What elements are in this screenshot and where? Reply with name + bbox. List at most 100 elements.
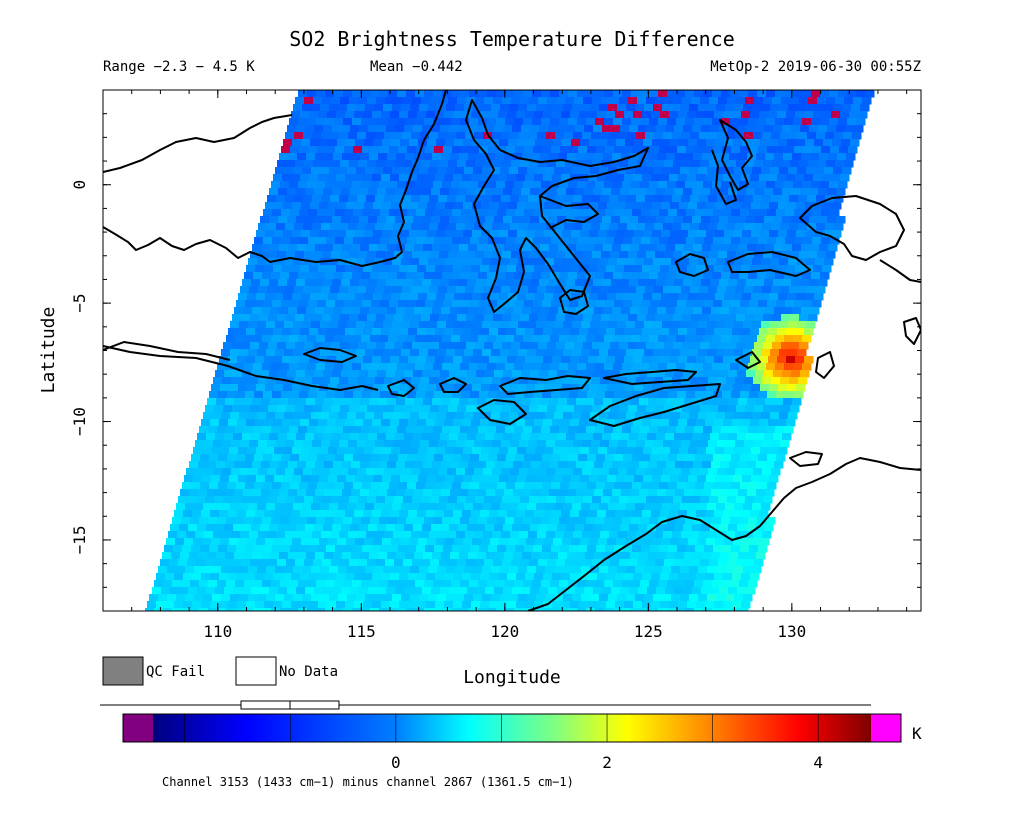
swath-pixel xyxy=(459,461,469,469)
swath-pixel xyxy=(647,433,657,441)
swath-pixel xyxy=(258,440,268,448)
swath-pixel xyxy=(744,377,754,385)
swath-pixel xyxy=(595,363,605,371)
swath-pixel xyxy=(287,587,297,595)
swath-pixel xyxy=(429,531,439,539)
swath-pixel xyxy=(314,370,324,378)
swath-pixel xyxy=(231,440,241,448)
swath-pixel xyxy=(655,405,665,413)
swath-pixel xyxy=(679,475,689,483)
swath-pixel xyxy=(519,440,529,448)
x-tick-label: 125 xyxy=(634,622,663,641)
swath-pixel xyxy=(212,594,222,602)
swath-pixel xyxy=(794,300,804,308)
swath-pixel xyxy=(739,181,749,189)
swath-pixel xyxy=(399,510,409,518)
swath-pixel xyxy=(772,97,782,105)
swath-pixel xyxy=(322,405,332,413)
swath-pixel xyxy=(281,146,291,154)
swath-pixel xyxy=(693,552,703,560)
swath-pixel xyxy=(450,398,460,406)
swath-pixel xyxy=(356,104,366,112)
swath-pixel xyxy=(333,307,343,315)
swath-pixel xyxy=(213,377,223,385)
swath-pixel xyxy=(537,223,547,231)
swath-pixel xyxy=(569,391,579,399)
swath-pixel xyxy=(804,356,814,364)
swath-pixel xyxy=(517,475,527,483)
swath-pixel xyxy=(536,566,546,574)
swath-pixel xyxy=(289,118,299,126)
swath-pixel xyxy=(550,118,560,126)
swath-pixel xyxy=(682,342,692,350)
coastline-buru xyxy=(675,253,709,277)
swath-pixel xyxy=(289,426,299,434)
swath-pixel xyxy=(597,111,607,119)
swath-pixel xyxy=(523,580,533,588)
swath-pixel xyxy=(382,447,392,455)
swath-pixel xyxy=(585,244,595,252)
swath-pixel xyxy=(352,580,362,588)
swath-pixel xyxy=(344,391,354,399)
swath-pixel xyxy=(734,258,744,266)
swath-pixel xyxy=(544,475,554,483)
swath-pixel xyxy=(316,608,326,611)
swath-pixel xyxy=(642,174,652,182)
swath-pixel xyxy=(719,370,729,378)
swath-pixel xyxy=(220,538,230,546)
swath-pixel xyxy=(593,587,603,595)
swath-pixel xyxy=(783,307,793,315)
swath-pixel xyxy=(272,300,282,308)
swath-pixel xyxy=(733,447,743,455)
swath-pixel xyxy=(273,265,283,273)
swath-pixel xyxy=(706,384,716,392)
swath-pixel xyxy=(713,391,723,399)
swath-pixel xyxy=(556,97,566,105)
swath-pixel xyxy=(496,363,506,371)
swath-pixel xyxy=(741,510,751,518)
swath-pixel xyxy=(304,160,314,168)
swath-pixel xyxy=(366,223,376,231)
swath-pixel xyxy=(707,503,717,511)
swath-pixel xyxy=(369,461,379,469)
swath-pixel xyxy=(277,251,287,259)
swath-pixel xyxy=(288,489,298,497)
swath-pixel xyxy=(799,251,809,259)
swath-pixel xyxy=(443,454,453,462)
swath-pixel xyxy=(487,608,497,611)
swath-pixel xyxy=(398,300,408,308)
swath-pixel xyxy=(347,503,357,511)
swath-pixel xyxy=(167,594,177,602)
swath-pixel xyxy=(645,223,655,231)
swath-pixel xyxy=(253,363,263,371)
swath-pixel xyxy=(391,447,401,455)
swath-pixel xyxy=(392,321,402,329)
swath-pixel xyxy=(346,293,356,301)
swath-pixel xyxy=(281,482,291,490)
swath-pixel xyxy=(754,405,764,413)
swath-pixel xyxy=(332,370,342,378)
swath-pixel xyxy=(563,503,573,511)
swath-pixel xyxy=(362,237,372,245)
swath-pixel xyxy=(439,251,449,259)
swath-pixel xyxy=(615,265,625,273)
swath-pixel xyxy=(406,608,416,611)
swath-pixel xyxy=(481,202,491,210)
swath-pixel xyxy=(357,286,367,294)
swath-pixel xyxy=(382,475,392,483)
swath-pixel xyxy=(440,524,450,532)
swath-pixel xyxy=(725,167,735,175)
swath-pixel xyxy=(593,433,603,441)
swath-pixel xyxy=(640,580,650,588)
swath-pixel xyxy=(481,139,491,147)
swath-pixel xyxy=(455,412,465,420)
swath-pixel xyxy=(652,475,662,483)
swath-pixel xyxy=(431,587,441,595)
swath-pixel xyxy=(803,237,813,245)
swath-pixel xyxy=(372,573,382,581)
swath-pixel xyxy=(386,433,396,441)
swath-pixel xyxy=(545,349,555,357)
swath-pixel xyxy=(768,356,778,364)
swath-pixel xyxy=(465,468,475,476)
swath-pixel xyxy=(849,111,859,119)
